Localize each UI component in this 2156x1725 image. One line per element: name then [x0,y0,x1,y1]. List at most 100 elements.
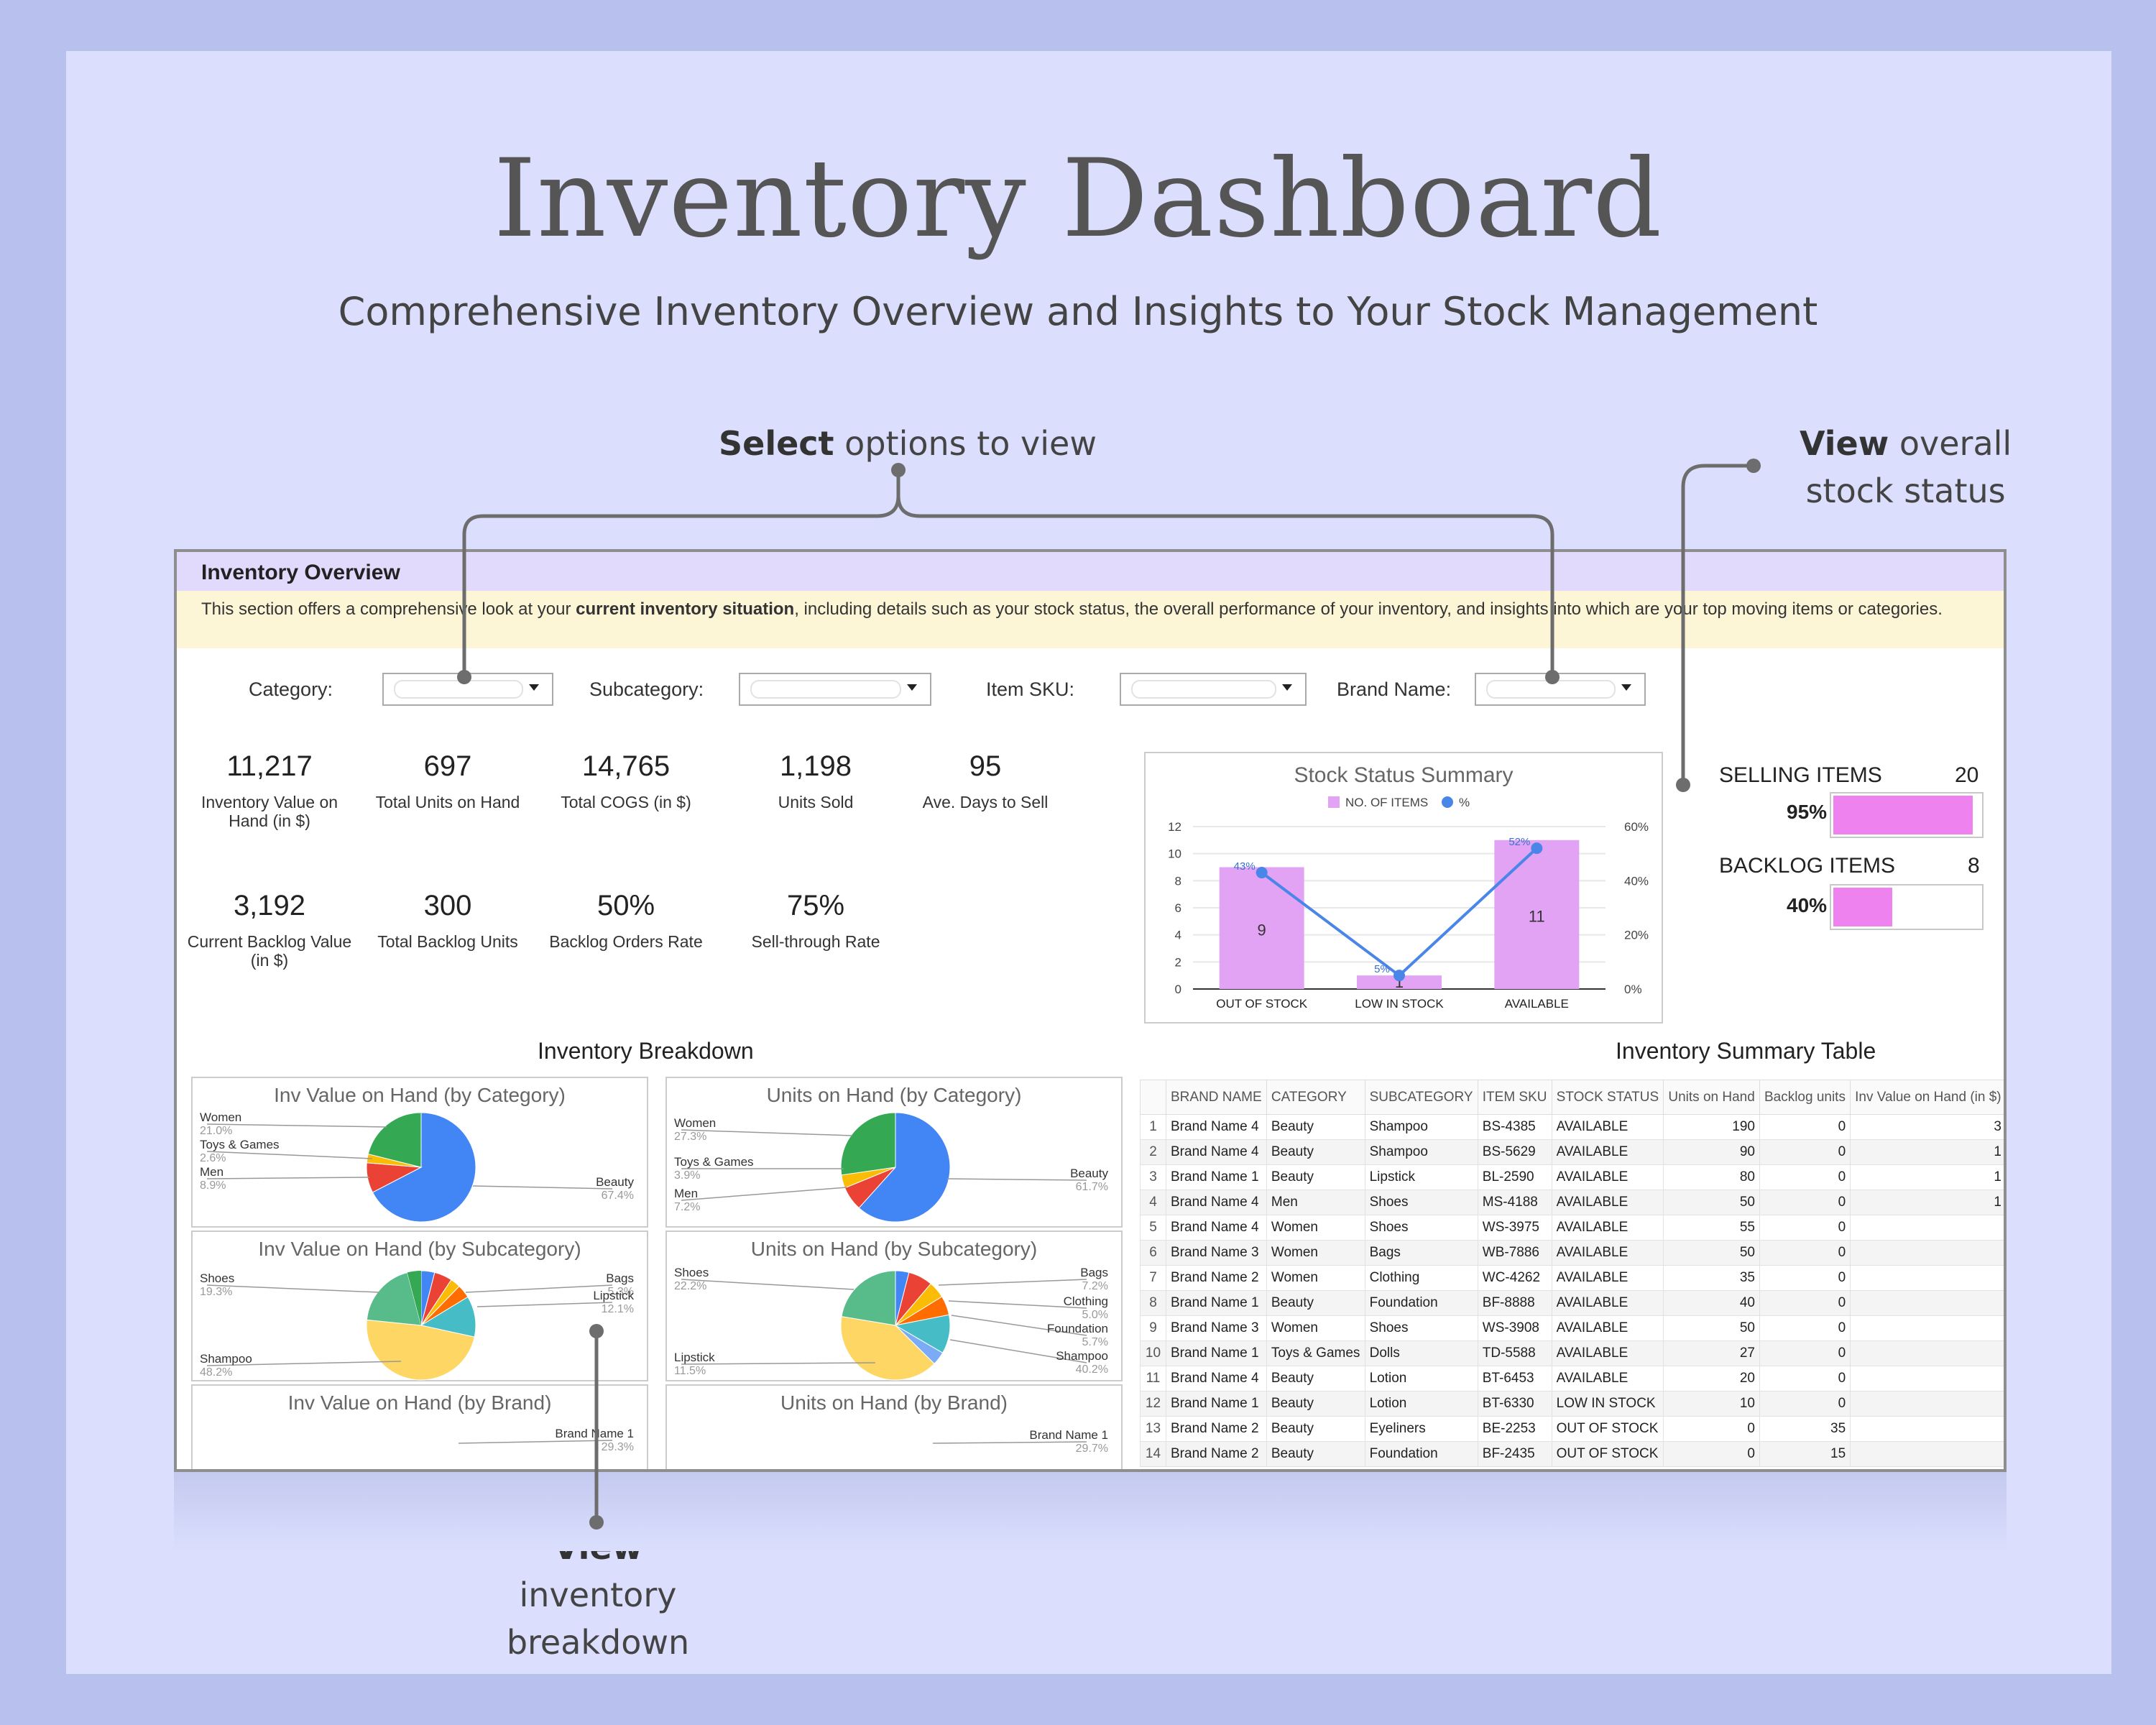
y-tick-label: 12 [1168,820,1181,834]
pie-title: Inv Value on Hand (by Category) [274,1084,566,1106]
pie-label: Beauty [1070,1167,1108,1180]
filter-label-item-sku: Item SKU: [986,678,1075,700]
table-row[interactable]: 4 Brand Name 4 Men Shoes MS-4188 AVAILABLE 50 0… [1140,1190,2004,1215]
table-row[interactable]: 6 Brand Name 3 Women Bags WB-7886 AVAILABLE 50… [1140,1240,2004,1266]
table-row[interactable]: 9 Brand Name 3 Women Shoes WS-3908 AVAILABLE 5… [1140,1315,2004,1341]
table-cell: 0 [1759,1366,1851,1392]
kpi-label: Inventory Value on Hand (in $) [201,793,338,830]
table-cell: 35 [1759,1416,1851,1442]
pie-label: Bags [1080,1266,1108,1279]
table-cell: Beauty [1266,1416,1365,1442]
table-cell: AVAILABLE [1551,1164,1664,1190]
table-cell: 0 [1663,1416,1760,1442]
table-cell: Women [1266,1240,1365,1266]
table-row[interactable]: 13 Brand Name 2 Beauty Eyeliners BE-2253 OUT … [1140,1416,2004,1442]
callout-status-line2: stock status [1805,472,2006,510]
inventory-overview-sheet: Inventory Overview This section offers a… [174,549,2007,1472]
table-row[interactable]: 2 Brand Name 4 Beauty Shampoo BS-5629 AVAILAB… [1140,1139,2004,1165]
table-cell: 50 [1663,1315,1760,1341]
pie-slice [858,1112,951,1223]
table-cell: BE-2253 [1477,1416,1552,1442]
kpi-value: 75% [786,890,845,921]
table-row[interactable]: 7 Brand Name 2 Women Clothing WC-4262 AVAILAB… [1140,1265,2004,1291]
table-cell: Shampoo [1364,1139,1478,1165]
legend-label-pct: % [1459,796,1470,809]
table-row[interactable]: 10 Brand Name 1 Toys & Games Dolls TD-5588 AV… [1140,1340,2004,1366]
pie-leader-line [938,1279,1087,1286]
table-cell: Lotion [1364,1391,1478,1417]
chevron-down-icon [1282,684,1292,691]
table-cell: Lotion [1364,1366,1478,1392]
pie-slice [366,1271,422,1326]
pie-leader-line [206,1177,370,1179]
table-cell [1850,1240,2004,1266]
table-cell: OUT OF STOCK [1551,1441,1664,1467]
kpi-units-sold: 1,198 Units Sold [726,750,906,811]
table-row[interactable]: 8 Brand Name 1 Beauty Foundation BF-8888 AVAI… [1140,1290,2004,1316]
table-cell: 55 [1663,1215,1760,1241]
y2-tick-label: 40% [1624,874,1649,888]
table-row[interactable]: 5 Brand Name 4 Women Shoes WS-3975 AVAILABLE 5… [1140,1215,2004,1241]
table-cell: 10 [1663,1391,1760,1417]
kpi-value: 300 [423,890,472,921]
table-row[interactable]: 12 Brand Name 1 Beauty Lotion BT-6330 LOW IN … [1140,1391,2004,1417]
table-cell [1850,1366,2004,1392]
pie-title: Inv Value on Hand (by Brand) [287,1392,552,1414]
pie-leader-line [476,1302,613,1307]
y-tick-label: 8 [1175,874,1181,888]
table-cell: 0 [1759,1164,1851,1190]
table-cell: Toys & Games [1266,1340,1365,1366]
table-cell: 3 [1140,1164,1166,1190]
table-cell: Brand Name 4 [1166,1139,1267,1165]
table-cell: 3 [1850,1114,2004,1140]
brand-name-dropdown[interactable] [1475,673,1646,706]
table-cell: 0 [1759,1315,1851,1341]
table-header: Units on Hand [1663,1080,1760,1115]
table-cell: Brand Name 2 [1166,1265,1267,1291]
table-cell: Beauty [1266,1391,1365,1417]
pie-label: Bags [606,1271,634,1285]
pie-leader-line [206,1123,387,1128]
table-header: STOCK STATUS [1551,1080,1664,1115]
kpi-sell-through: 75% Sell-through Rate [726,890,906,951]
table-row[interactable]: 3 Brand Name 1 Beauty Lipstick BL-2590 AVAILA… [1140,1164,2004,1190]
inventory-summary-table: BRAND NAME CATEGORY SUBCATEGORY ITEM SKU STO… [1140,1080,2004,1467]
table-cell: 0 [1759,1340,1851,1366]
table-header: Backlog units [1759,1080,1851,1115]
pie-label-pct: 12.1% [602,1303,634,1315]
table-cell: TD-5588 [1477,1340,1552,1366]
table-row[interactable]: 1 Brand Name 4 Beauty Shampoo BS-4385 AVAILAB… [1140,1114,2004,1140]
pie-label: Women [674,1116,716,1130]
table-cell: 0 [1759,1265,1851,1291]
table-cell: Lipstick [1364,1164,1478,1190]
pie-label-pct: 40.2% [1076,1363,1108,1376]
page-title: Inventory Dashboard [493,137,1663,262]
table-cell: AVAILABLE [1551,1190,1664,1215]
pie-leader-line [206,1151,373,1159]
table-cell: 8 [1140,1290,1166,1316]
kpi-label: Total Backlog Units [377,932,518,951]
table-cell: 35 [1663,1265,1760,1291]
backlog-items-pct: 40% [1787,894,1828,916]
table-cell [1850,1391,2004,1417]
table-cell: Shampoo [1364,1114,1478,1140]
table-cell [1850,1340,2004,1366]
table-cell: AVAILABLE [1551,1340,1664,1366]
pie-slice [841,1270,896,1326]
category-dropdown[interactable] [382,673,553,706]
item-sku-dropdown[interactable] [1120,673,1307,706]
backlog-items-bar [1830,884,1984,930]
pie-card-units-subcategory: Bags 7.2% Clothing 5.0% Foundation 5.7% Shampo… [665,1230,1123,1381]
table-cell: WB-7886 [1477,1240,1552,1266]
table-row[interactable]: 14 Brand Name 2 Beauty Foundation BF-2435 OUT… [1140,1441,2004,1467]
kpi-label: Ave. Days to Sell [922,793,1049,811]
table-cell: Brand Name 1 [1166,1391,1267,1417]
selling-items-label: SELLING ITEMS [1719,763,1882,787]
table-row[interactable]: 11 Brand Name 4 Beauty Lotion BT-6453 AVAILAB… [1140,1366,2004,1392]
table-cell: AVAILABLE [1551,1366,1664,1392]
stock-chart-title: Stock Status Summary [1294,763,1514,787]
table-cell: 15 [1759,1441,1851,1467]
subcategory-dropdown[interactable] [739,673,931,706]
pie-label: Shoes [674,1266,709,1279]
kpi-label: Backlog Orders Rate [549,932,703,951]
